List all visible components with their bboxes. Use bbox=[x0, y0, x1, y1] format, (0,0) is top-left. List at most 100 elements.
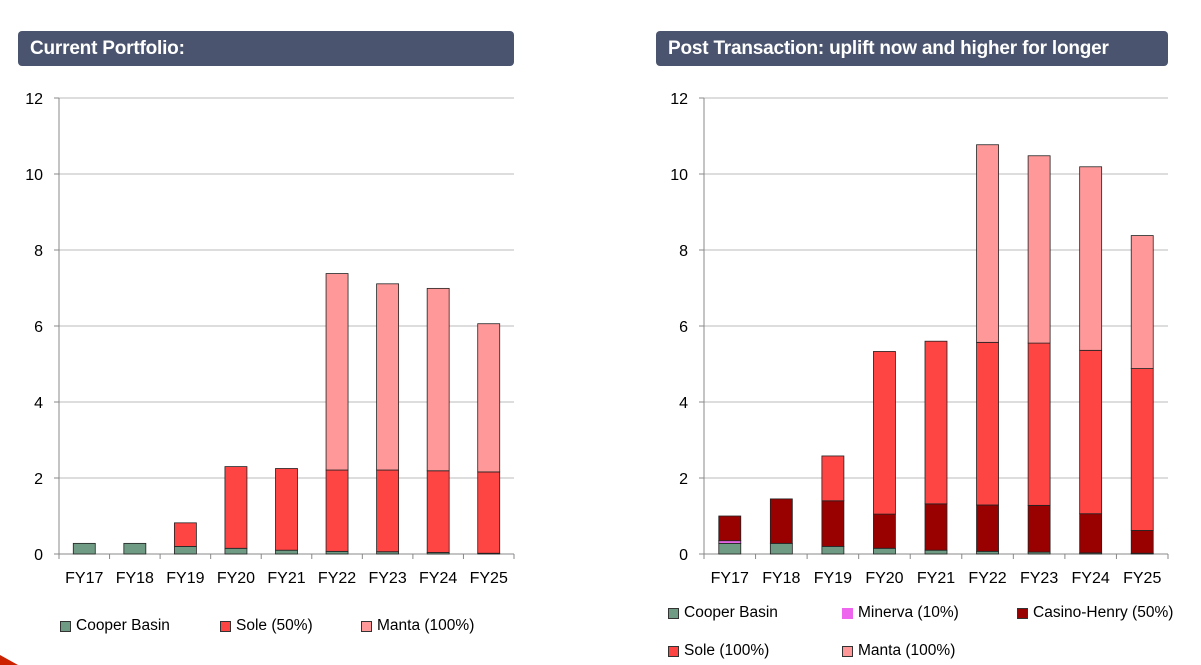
x-tick-label-fy18: FY18 bbox=[762, 570, 800, 587]
left-legend: Cooper Basin Sole (50%) Manta (100%) bbox=[60, 617, 520, 639]
x-tick-label-fy22: FY22 bbox=[968, 570, 1006, 587]
bar-sole-100-fy24 bbox=[1079, 349, 1103, 515]
y-tick-label-8: 8 bbox=[679, 243, 688, 260]
x-tick-label-fy25: FY25 bbox=[1123, 570, 1161, 587]
bar-sole-50-fy19 bbox=[173, 522, 197, 547]
y-tick-label-8: 8 bbox=[34, 243, 43, 260]
y-tick-label-0: 0 bbox=[34, 547, 43, 564]
bar-casino-henry-50-fy22 bbox=[976, 504, 999, 552]
bar-cooper-basin-fy18 bbox=[769, 542, 793, 555]
legend-swatch-sole bbox=[220, 620, 231, 632]
legend-item-cooper-basin-r: Cooper Basin bbox=[668, 604, 778, 622]
bar-cooper-basin-fy19 bbox=[173, 545, 197, 555]
legend-item-casino-henry: Casino-Henry (50%) bbox=[1017, 604, 1173, 622]
bar-sole-50-fy20 bbox=[224, 466, 248, 549]
legend-label-manta-r: Manta (100%) bbox=[858, 642, 956, 659]
y-tick-label-2: 2 bbox=[34, 471, 43, 488]
x-tick-label-fy22: FY22 bbox=[318, 570, 356, 587]
x-tick-label-fy20: FY20 bbox=[865, 570, 903, 587]
y-tick-label-6: 6 bbox=[34, 319, 43, 336]
bar-manta-100-fy24 bbox=[426, 287, 450, 472]
legend-swatch-minerva bbox=[842, 607, 853, 619]
bar-sole-100-fy19 bbox=[821, 455, 845, 502]
x-tick-label-fy19: FY19 bbox=[814, 570, 852, 587]
bar-sole-50-fy22 bbox=[325, 469, 349, 552]
bar-cooper-basin-fy20 bbox=[224, 547, 248, 555]
bar-cooper-basin-fy19 bbox=[821, 545, 845, 555]
bar-sole-100-fy25 bbox=[1130, 368, 1154, 531]
legend-label-minerva: Minerva (10%) bbox=[858, 604, 959, 621]
x-tick-label-fy19: FY19 bbox=[166, 570, 204, 587]
legend-item-manta-r: Manta (100%) bbox=[842, 642, 955, 660]
bar-sole-50-fy24 bbox=[426, 470, 450, 553]
legend-label-manta: Manta (100%) bbox=[377, 617, 475, 634]
x-tick-label-fy25: FY25 bbox=[470, 570, 508, 587]
x-tick-label-fy20: FY20 bbox=[217, 570, 255, 587]
legend-swatch-cooper-basin bbox=[60, 620, 71, 632]
y-tick-label-0: 0 bbox=[679, 547, 688, 564]
bar-manta-100-fy22 bbox=[325, 273, 349, 471]
legend-item-cooper-basin: Cooper Basin bbox=[60, 617, 170, 635]
bar-sole-50-fy23 bbox=[376, 469, 400, 553]
y-tick-label-10: 10 bbox=[670, 167, 688, 184]
x-tick-label-fy18: FY18 bbox=[116, 570, 154, 587]
bar-casino-henry-50-fy24 bbox=[1079, 513, 1103, 554]
right-legend: Cooper Basin Minerva (10%) Casino-Henry … bbox=[668, 604, 1198, 664]
bar-cooper-basin-fy21 bbox=[924, 549, 948, 555]
legend-label-sole: Sole (50%) bbox=[236, 617, 313, 634]
bar-manta-100-fy23 bbox=[1027, 155, 1051, 344]
legend-item-sole: Sole (50%) bbox=[220, 617, 313, 635]
bar-casino-henry-50-fy19 bbox=[821, 500, 845, 547]
bar-casino-henry-50-fy17 bbox=[718, 515, 742, 542]
legend-label-cooper-basin-r: Cooper Basin bbox=[684, 604, 778, 621]
x-tick-label-fy23: FY23 bbox=[1020, 570, 1058, 587]
x-tick-label-fy23: FY23 bbox=[368, 570, 406, 587]
legend-label-casino-henry: Casino-Henry (50%) bbox=[1033, 604, 1174, 621]
legend-item-minerva: Minerva (10%) bbox=[842, 604, 959, 622]
bar-cooper-basin-fy17 bbox=[72, 542, 96, 555]
bar-sole-50-fy21 bbox=[275, 468, 298, 551]
legend-swatch-manta bbox=[361, 620, 372, 632]
bar-cooper-basin-fy18 bbox=[123, 542, 147, 555]
x-tick-label-fy21: FY21 bbox=[267, 570, 305, 587]
bar-casino-henry-50-fy21 bbox=[924, 503, 948, 551]
bar-cooper-basin-fy20 bbox=[873, 547, 896, 555]
y-tick-label-10: 10 bbox=[25, 167, 43, 184]
bar-casino-henry-50-fy18 bbox=[769, 498, 793, 544]
left-chart-title: Current Portfolio: bbox=[18, 31, 514, 66]
legend-swatch-manta-r bbox=[842, 645, 853, 657]
corner-decoration bbox=[0, 655, 18, 665]
legend-swatch-sole-r bbox=[668, 645, 679, 657]
bar-manta-100-fy24 bbox=[1079, 166, 1103, 351]
bar-manta-100-fy23 bbox=[376, 283, 400, 471]
bar-casino-henry-50-fy23 bbox=[1027, 504, 1051, 553]
bar-casino-henry-50-fy25 bbox=[1130, 530, 1154, 554]
legend-swatch-casino-henry bbox=[1017, 607, 1028, 619]
bar-manta-100-fy25 bbox=[477, 323, 501, 473]
bar-casino-henry-50-fy20 bbox=[873, 513, 896, 549]
legend-swatch-cooper-basin-r bbox=[668, 607, 679, 619]
x-tick-label-fy24: FY24 bbox=[419, 570, 457, 587]
legend-label-cooper-basin: Cooper Basin bbox=[76, 617, 170, 634]
y-tick-label-4: 4 bbox=[679, 395, 688, 412]
y-tick-label-4: 4 bbox=[34, 395, 43, 412]
bar-sole-50-fy25 bbox=[477, 471, 501, 554]
right-chart-title: Post Transaction: uplift now and higher … bbox=[656, 31, 1168, 66]
y-tick-label-12: 12 bbox=[25, 91, 43, 108]
bar-sole-100-fy22 bbox=[976, 341, 999, 506]
legend-label-sole-r: Sole (100%) bbox=[684, 642, 770, 659]
legend-item-sole-r: Sole (100%) bbox=[668, 642, 769, 660]
bar-cooper-basin-fy21 bbox=[275, 549, 298, 555]
x-tick-label-fy24: FY24 bbox=[1072, 570, 1110, 587]
bar-sole-100-fy21 bbox=[924, 340, 948, 505]
current-portfolio-chart: 0 2 4 6 8 10 12 FY17 FY18 FY19 FY20 FY21 FY22 FY23 FY2… bbox=[25, 91, 515, 587]
bar-manta-100-fy25 bbox=[1130, 235, 1154, 369]
bar-manta-100-fy22 bbox=[976, 144, 999, 343]
bar-sole-100-fy23 bbox=[1027, 342, 1051, 506]
x-tick-label-fy21: FY21 bbox=[917, 570, 955, 587]
legend-item-manta: Manta (100%) bbox=[361, 617, 474, 635]
bar-cooper-basin-fy17 bbox=[718, 542, 742, 555]
y-tick-label-6: 6 bbox=[679, 319, 688, 336]
x-tick-label-fy17: FY17 bbox=[711, 570, 749, 587]
post-transaction-chart: 0 2 4 6 8 10 12 FY17 FY18 FY19 FY20 FY21 FY22 FY23 FY2… bbox=[670, 91, 1169, 587]
